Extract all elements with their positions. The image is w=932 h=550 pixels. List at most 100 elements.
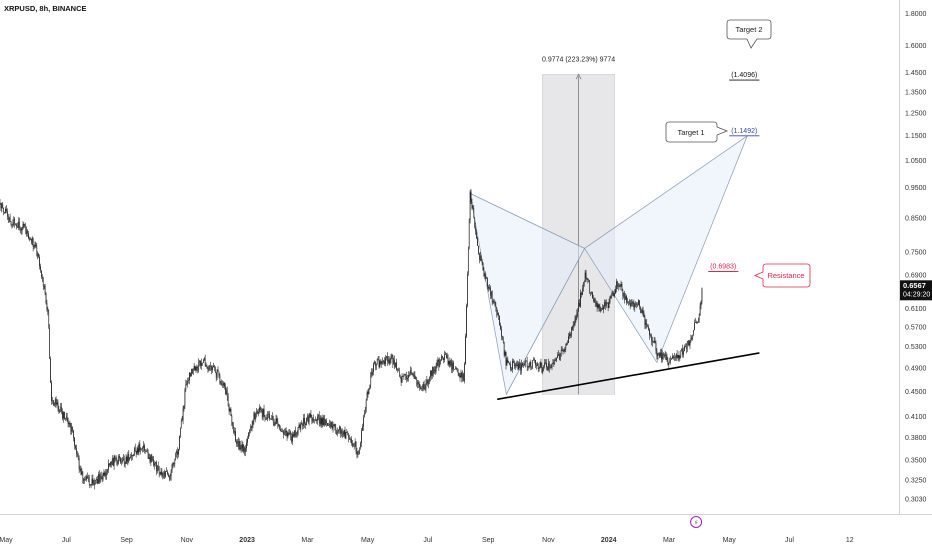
candle-body — [7, 211, 8, 217]
candle-body — [673, 356, 674, 358]
candle-body — [633, 302, 635, 308]
candle-body — [281, 431, 282, 432]
candle-body — [361, 430, 362, 443]
event-bolt-icon[interactable]: ⚡ — [690, 516, 703, 528]
candle-body — [444, 354, 446, 355]
candle-body — [262, 408, 264, 418]
candle-body — [191, 368, 192, 377]
candle-body — [212, 367, 213, 370]
support-trendline[interactable] — [497, 352, 760, 401]
candle-body — [690, 337, 692, 342]
candle-body — [398, 369, 399, 371]
x-tick-label: May — [723, 537, 737, 544]
pattern-triangle-bcd[interactable] — [584, 134, 749, 364]
candle-body — [286, 431, 288, 437]
candle-body — [532, 360, 533, 368]
candle-body — [408, 374, 409, 379]
candle-body — [280, 428, 281, 432]
candle-body — [44, 285, 46, 294]
target-levels[interactable]: (1.4096) (1.1492) (0.6983) — [708, 72, 760, 272]
candle-body — [143, 445, 144, 448]
candle-body — [581, 292, 582, 295]
price-range-measure[interactable]: 0.9774 (223.23%) 9774 — [542, 56, 615, 395]
candle-body — [326, 420, 327, 423]
candle-body — [263, 408, 265, 416]
candle-body — [71, 427, 73, 432]
candle-body — [267, 413, 269, 420]
candle-body — [73, 430, 74, 438]
candle-body — [110, 461, 111, 466]
candle-body — [362, 426, 363, 431]
candle-body — [222, 384, 223, 386]
price-axis[interactable]: 1.8000 1.6000 1.4500 1.3500 1.2500 1.1500 1.05… — [905, 11, 927, 504]
target-1-callout[interactable]: Target 1 — [665, 121, 729, 143]
candle-body — [501, 329, 502, 337]
candle-body — [487, 278, 488, 287]
candle-body — [647, 326, 648, 327]
candle-body — [357, 454, 359, 455]
candle-body — [364, 413, 365, 418]
candle-body — [617, 285, 619, 287]
candle-body — [456, 368, 458, 372]
candle-body — [388, 359, 390, 364]
candle-body — [436, 361, 438, 367]
candle-body — [438, 359, 440, 367]
candle-body — [213, 365, 214, 368]
candle-body — [558, 354, 559, 356]
harmonic-pattern[interactable] — [469, 134, 749, 396]
last-price-badge: 0.6567 04:29:20 — [900, 280, 932, 301]
candle-body — [451, 360, 453, 370]
candle-body — [689, 341, 691, 346]
candle-body — [209, 366, 211, 367]
candle-body — [34, 244, 36, 247]
candle-body — [547, 367, 548, 370]
time-axis[interactable]: May Jul Sep Nov 2023 Mar May Jul Sep Nov 2024 Mar Ma… — [0, 537, 854, 544]
candle-body — [33, 246, 35, 248]
candle-body — [419, 384, 420, 388]
candle-body — [35, 244, 37, 247]
candle-body — [285, 431, 287, 433]
resistance-callout[interactable]: Resistance — [754, 263, 811, 288]
candle-body — [0, 203, 2, 209]
candle-body — [245, 448, 246, 453]
candle-body — [97, 479, 98, 484]
candle-body — [506, 359, 508, 366]
candle-body — [654, 341, 656, 344]
candle-body — [629, 304, 631, 307]
candle-body — [160, 471, 162, 475]
support-trendline-path[interactable] — [497, 352, 760, 401]
candle-body — [161, 471, 163, 476]
candle-body — [359, 447, 361, 451]
candle-body — [634, 304, 636, 308]
candle-body — [48, 312, 50, 328]
candle-body — [446, 355, 448, 359]
candle-body — [83, 478, 85, 482]
candle-body — [113, 456, 115, 466]
candle-body — [317, 416, 318, 421]
level-label: (0.6983) — [710, 264, 736, 271]
candle-body — [311, 416, 313, 421]
candle-body — [599, 307, 601, 312]
candle-body — [626, 296, 627, 303]
candle-body — [500, 325, 501, 330]
candle-body — [265, 417, 267, 419]
candle-body — [516, 364, 518, 366]
candle-body — [684, 346, 685, 352]
candle-body — [299, 424, 301, 429]
target-2-callout[interactable]: Target 2 — [726, 19, 772, 49]
candle-body — [380, 361, 382, 364]
candle-body — [123, 458, 125, 463]
candle-body — [290, 432, 292, 437]
candle-body — [697, 319, 699, 322]
candle-body — [127, 454, 129, 462]
candle-body — [172, 463, 174, 465]
candle-body — [382, 361, 384, 363]
candle-body — [19, 227, 21, 230]
candle-body — [563, 350, 565, 352]
candle-body — [218, 371, 220, 376]
candle-body — [341, 430, 343, 435]
candle-body — [695, 322, 696, 323]
candle-body — [91, 478, 93, 485]
candle-body — [210, 365, 211, 367]
